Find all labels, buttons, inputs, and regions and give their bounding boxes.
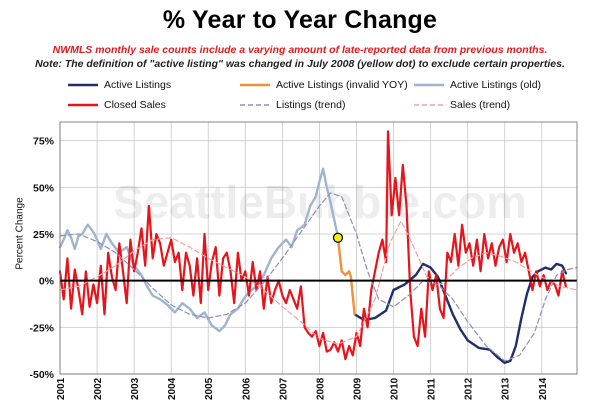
y-tick-label: -50%: [29, 369, 54, 381]
chart-subtitle-warning: NWMLS monthly sale counts include a vary…: [52, 44, 548, 56]
x-tick-label: 2012: [464, 377, 475, 400]
plot-frame: [59, 121, 578, 375]
x-tick-label: 2005: [204, 377, 215, 400]
x-tick-label: 2009: [352, 377, 363, 400]
series-line-invalid: [336, 236, 356, 316]
series-line-sales_trend: [59, 220, 578, 345]
legend-swatch-old: [414, 83, 444, 87]
x-tick-label: 2003: [130, 377, 141, 400]
page-title: % Year to Year Change: [162, 6, 438, 34]
y-tick-label: 0%: [39, 276, 55, 288]
chart-plot: SeattleBubble.com 2001 2002 2003 2004 2005 20…: [29, 121, 578, 400]
x-tick-label: 2001: [56, 377, 67, 400]
chart-legend: Active Listings Active Listings (invalid…: [68, 78, 598, 118]
legend-swatch-active: [68, 83, 98, 87]
x-tick-label: 2013: [501, 377, 512, 400]
y-tick-label: 75%: [33, 136, 55, 148]
legend-swatch-sales-trend: [414, 104, 444, 106]
legend-swatch-listings-trend: [240, 104, 270, 106]
legend-label-closed: Closed Sales: [104, 99, 166, 111]
chart-subtitle-note: Note: The definition of "active listing"…: [35, 58, 565, 70]
legend-swatch-closed: [68, 103, 98, 107]
legend-label-invalid: Active Listings (invalid YOY): [276, 79, 408, 91]
y-tick-label: -25%: [29, 322, 54, 334]
y-tick-label: 50%: [33, 182, 55, 194]
legend-swatch-invalid: [240, 83, 270, 87]
legend-label-old: Active Listings (old): [450, 79, 542, 91]
series-line-old: [58, 167, 340, 333]
legend-label-active: Active Listings: [104, 79, 172, 91]
watermark-text: SeattleBubble.com: [113, 176, 527, 228]
x-tick-label: 2006: [241, 377, 252, 400]
x-tick-label: 2011: [427, 378, 438, 400]
series-lines: [58, 130, 578, 364]
axes: 2001 2002 2003 2004 2005 2006 2007 2008 2009 2010…: [29, 121, 578, 400]
x-tick-label: 2010: [390, 377, 401, 400]
y-tick-label: 25%: [33, 229, 55, 241]
x-tick-label: 2007: [278, 377, 289, 400]
definition-change-marker: [332, 232, 344, 243]
x-tick-label: 2002: [93, 377, 104, 400]
series-line-closed: [58, 130, 567, 361]
x-tick-label: 2004: [167, 377, 178, 400]
legend-label-listings-trend: Listings (trend): [276, 99, 346, 111]
series-line-listings_trend: [59, 192, 578, 362]
legend-label-sales-trend: Sales (trend): [450, 99, 511, 111]
series-line-active: [353, 262, 568, 364]
x-tick-label: 2008: [315, 377, 326, 400]
x-tick-label: 2014: [538, 377, 549, 400]
